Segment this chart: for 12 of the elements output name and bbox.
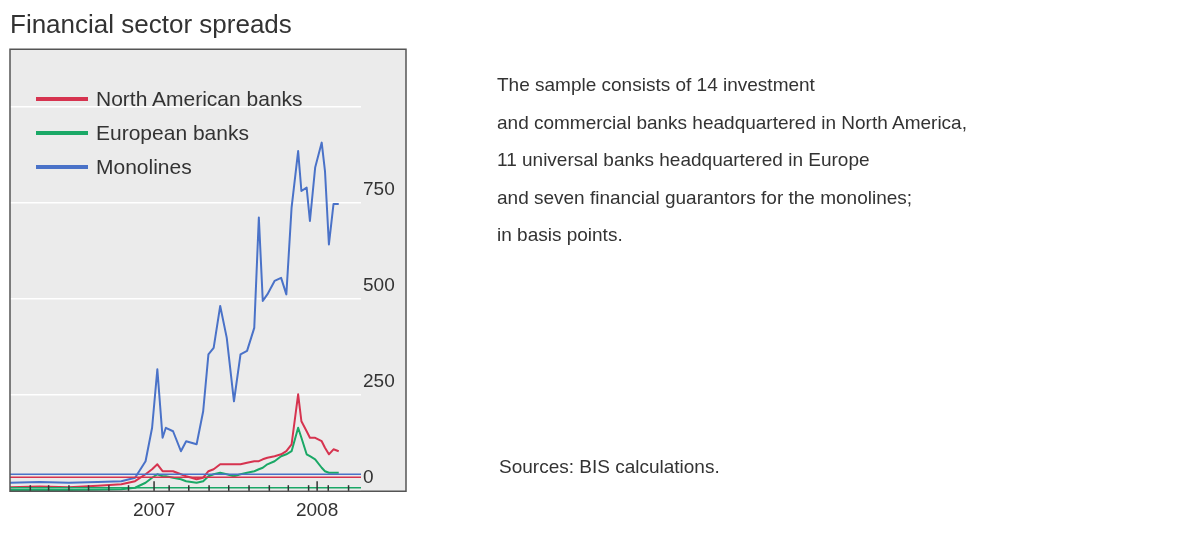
legend-label: North American banks: [96, 86, 303, 112]
y-tick-label: 500: [363, 274, 395, 296]
text: The sample consists of 14 investment and commercial banks headquartered in North America, 11 universal banks headquartered in Europe and seven financial guarantors for the monolines; in basis points.: [497, 73, 967, 247]
y-tick-label: 0: [363, 466, 374, 488]
legend-label: Monolines: [96, 154, 192, 180]
x-tick-label: 2007: [132, 498, 176, 520]
legend-label: European banks: [96, 120, 249, 146]
x-tick-label: 2008: [295, 498, 339, 520]
source-note: Sources: BIS calculations.: [499, 456, 720, 478]
y-tick-label: 250: [363, 370, 395, 392]
chart-title: Financial sector spreads: [10, 8, 292, 39]
y-tick-label: 750: [363, 178, 395, 200]
